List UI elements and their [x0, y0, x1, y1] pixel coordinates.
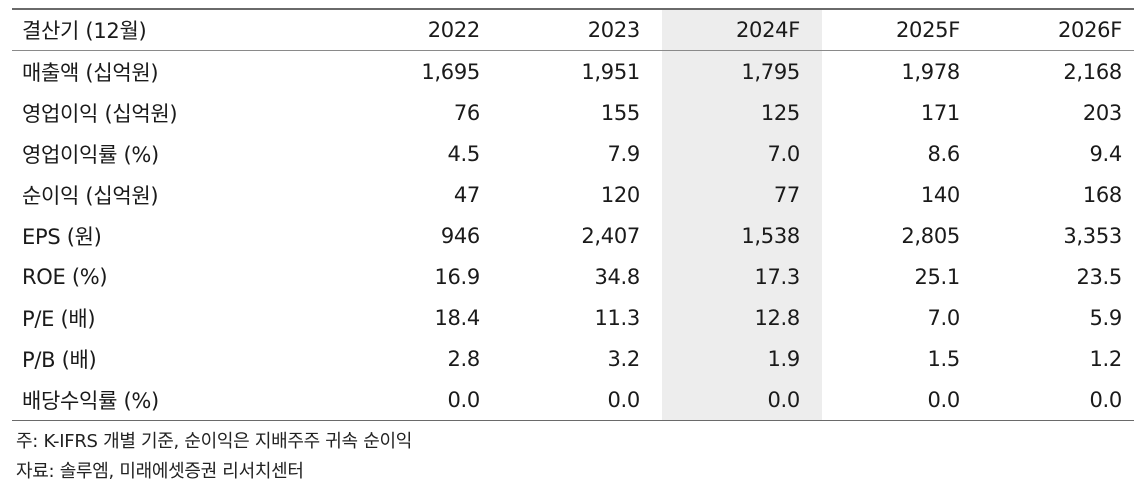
- table-cell: 1,951: [581, 59, 640, 84]
- table-cell: 203: [1082, 100, 1122, 125]
- financial-summary: 결산기 (12월) 2022 2023 2024F 2025F 2026F 매출…: [12, 8, 1134, 487]
- table-cell: 11.3: [594, 305, 640, 330]
- table-cell: 0.0: [822, 379, 982, 421]
- header-row: 결산기 (12월) 2022 2023 2024F 2025F 2026F: [12, 8, 1134, 51]
- table-row: 배당수익률 (%) 0.0 0.0 0.0 0.0 0.0: [12, 379, 1134, 421]
- table-row: 매출액 (십억원) 1,695 1,951 1,795 1,978 2,168: [12, 50, 1134, 92]
- table-cell: 7.0: [927, 305, 961, 330]
- row-label: 영업이익 (십억원): [22, 101, 178, 126]
- footnote-basis: 주: K-IFRS 개별 기준, 순이익은 지배주주 귀속 순이익: [16, 431, 413, 452]
- table-row: 영업이익률 (%) 4.5 7.9 7.0 8.6 9.4: [12, 133, 1134, 174]
- table-cell: 25.1: [914, 264, 960, 289]
- table-cell: 2,168: [1063, 59, 1122, 84]
- row-label: 매출액 (십억원): [22, 60, 159, 85]
- footnotes: 주: K-IFRS 개별 기준, 순이익은 지배주주 귀속 순이익 자료: 솔루…: [12, 427, 1134, 487]
- financial-table: 결산기 (12월) 2022 2023 2024F 2025F 2026F 매출…: [12, 8, 1134, 421]
- table-cell: 2,407: [581, 223, 640, 248]
- table-cell: 7.0: [662, 133, 822, 174]
- table-cell: 4.5: [447, 141, 481, 166]
- table-cell: 1.5: [927, 346, 961, 371]
- row-label: ROE (%): [22, 264, 108, 289]
- row-label: P/E (배): [22, 306, 96, 331]
- table-cell: 3,353: [1063, 223, 1122, 248]
- header-year-2025f: 2025F: [822, 8, 982, 51]
- table-cell: 47: [453, 182, 480, 207]
- table-cell: 23.5: [1076, 264, 1122, 289]
- table-cell: 125: [662, 92, 822, 133]
- table-cell: 0.0: [342, 379, 502, 421]
- table-cell: 17.3: [662, 256, 822, 297]
- table-row: P/B (배) 2.8 3.2 1.9 1.5 1.2: [12, 338, 1134, 379]
- table-cell: 168: [1082, 182, 1122, 207]
- table-row: 영업이익 (십억원) 76 155 125 171 203: [12, 92, 1134, 133]
- row-label: 순이익 (십억원): [22, 183, 159, 208]
- row-label: 배당수익률 (%): [12, 379, 342, 421]
- table-cell: 2,805: [901, 223, 960, 248]
- row-label: 영업이익률 (%): [22, 142, 159, 167]
- table-cell: 9.4: [1089, 141, 1123, 166]
- table-cell: 12.8: [662, 297, 822, 338]
- table-cell: 171: [920, 100, 960, 125]
- footnote-source: 자료: 솔루엠, 미래에셋증권 리서치센터: [16, 461, 304, 482]
- table-cell: 1,795: [662, 50, 822, 92]
- table-cell: 5.9: [1089, 305, 1123, 330]
- table-row: 순이익 (십억원) 47 120 77 140 168: [12, 174, 1134, 215]
- header-year-2023: 2023: [502, 8, 662, 51]
- table-cell: 0.0: [502, 379, 662, 421]
- table-row: EPS (원) 946 2,407 1,538 2,805 3,353: [12, 215, 1134, 256]
- table-cell: 1,695: [421, 59, 480, 84]
- header-fiscal-period: 결산기 (12월): [12, 8, 342, 51]
- table-row: ROE (%) 16.9 34.8 17.3 25.1 23.5: [12, 256, 1134, 297]
- table-cell: 0.0: [662, 379, 822, 421]
- table-cell: 1,978: [901, 59, 960, 84]
- table-cell: 7.9: [607, 141, 641, 166]
- table-cell: 140: [920, 182, 960, 207]
- table-cell: 8.6: [927, 141, 961, 166]
- header-year-2022: 2022: [342, 8, 502, 51]
- table-cell: 76: [453, 100, 480, 125]
- header-year-2024f: 2024F: [662, 8, 822, 51]
- table-cell: 0.0: [982, 379, 1134, 421]
- table-cell: 1.9: [662, 338, 822, 379]
- table-body: 매출액 (십억원) 1,695 1,951 1,795 1,978 2,168 영업이익 (…: [12, 50, 1134, 421]
- table-cell: 77: [662, 174, 822, 215]
- row-label: P/B (배): [22, 347, 97, 372]
- table-cell: 1,538: [662, 215, 822, 256]
- table-cell: 34.8: [594, 264, 640, 289]
- table-cell: 18.4: [434, 305, 480, 330]
- table-cell: 3.2: [607, 346, 641, 371]
- table-cell: 2.8: [447, 346, 481, 371]
- header-year-2026f: 2026F: [982, 8, 1134, 51]
- table-cell: 155: [600, 100, 640, 125]
- table-cell: 1.2: [1089, 346, 1123, 371]
- table-cell: 120: [600, 182, 640, 207]
- table-cell: 16.9: [434, 264, 480, 289]
- table-cell: 946: [440, 223, 480, 248]
- row-label: EPS (원): [22, 224, 102, 249]
- table-header: 결산기 (12월) 2022 2023 2024F 2025F 2026F: [12, 8, 1134, 51]
- table-row: P/E (배) 18.4 11.3 12.8 7.0 5.9: [12, 297, 1134, 338]
